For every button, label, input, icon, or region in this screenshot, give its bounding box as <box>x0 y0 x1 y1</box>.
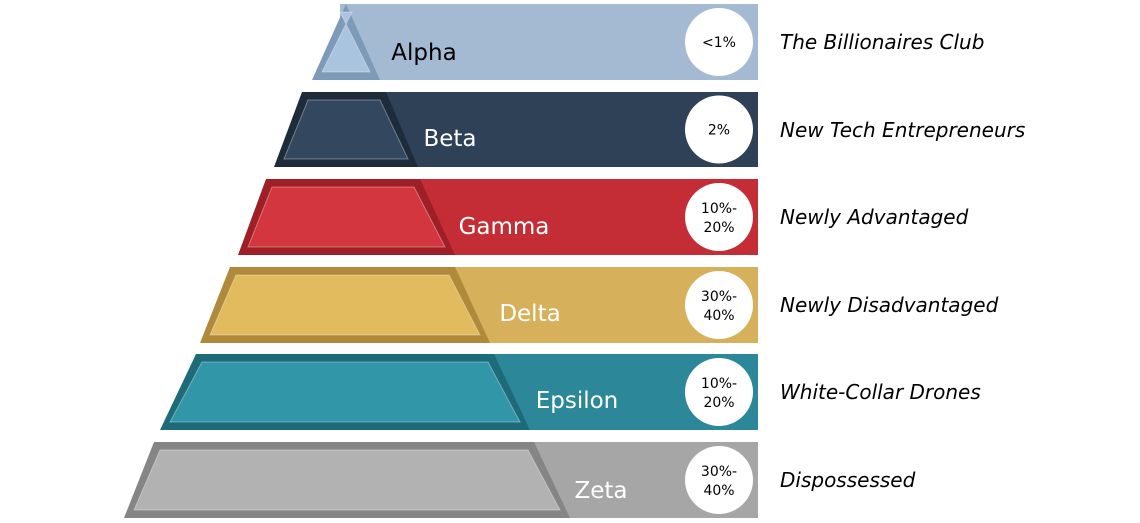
pct-label: 2% <box>708 123 730 139</box>
pct-label: 40% <box>703 308 734 324</box>
tier-alpha: Alpha <1% <box>312 4 758 80</box>
pct-circle <box>685 95 753 164</box>
tier-description: Newly Advantaged <box>780 205 969 229</box>
pct-label: 40% <box>703 483 734 499</box>
pct-label: 30%- <box>701 464 737 480</box>
tier-shape-face <box>209 274 481 336</box>
tier-shape-face <box>321 11 371 73</box>
pct-label: 10%- <box>701 201 737 217</box>
tier-name: Beta <box>423 126 476 152</box>
pct-label: <1% <box>702 35 736 51</box>
pct-circle <box>685 183 753 251</box>
pct-circle <box>685 271 753 339</box>
tier-name: Alpha <box>391 40 456 66</box>
tier-shape-face <box>133 449 561 511</box>
tier-name: Delta <box>499 301 560 327</box>
tier-beta: Beta 2% <box>274 92 758 167</box>
tier-description: White-Collar Drones <box>780 380 981 404</box>
tier-name: Gamma <box>459 214 550 240</box>
tier-zeta: Zeta 30%- 40% <box>124 442 758 518</box>
tier-gamma: Gamma 10%- 20% <box>238 179 758 255</box>
pct-circle <box>685 8 753 76</box>
tier-name: Zeta <box>574 478 627 504</box>
tier-shape-face <box>169 361 521 423</box>
pct-label: 20% <box>703 220 734 236</box>
tier-name: Epsilon <box>536 388 619 414</box>
pct-circle <box>685 358 753 426</box>
pct-label: 30%- <box>701 289 737 305</box>
tier-shape-face <box>247 186 446 248</box>
tier-delta: Delta 30%- 40% <box>200 267 758 343</box>
tier-description: The Billionaires Club <box>780 30 985 54</box>
pct-circle <box>685 446 753 514</box>
tier-description: Dispossessed <box>780 468 916 492</box>
tier-description: Newly Disadvantaged <box>780 293 999 317</box>
tier-epsilon: Epsilon 10%- 20% <box>160 354 758 430</box>
tier-description: New Tech Entrepreneurs <box>780 117 1026 142</box>
pct-label: 10%- <box>701 376 737 392</box>
tier-shape-face <box>283 99 409 160</box>
pct-label: 20% <box>703 395 734 411</box>
